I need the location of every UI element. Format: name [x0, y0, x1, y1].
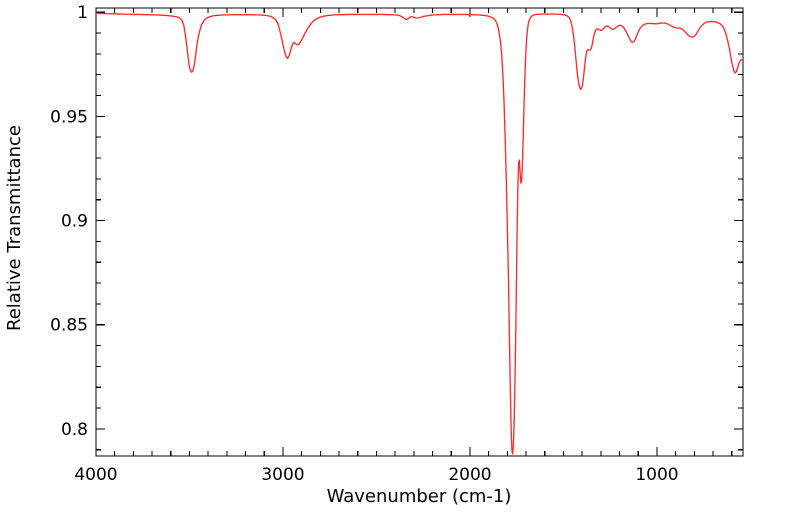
- y-axis-title: Relative Transmittance: [4, 125, 25, 331]
- x-tick-label: 3000: [261, 465, 304, 485]
- spectrum-series-group: [96, 12, 743, 455]
- y-tick-label-group: 1 0.95 0.9 0.85 0.8: [50, 3, 88, 440]
- y-tick-label: 1: [77, 3, 88, 23]
- y-tick-label: 0.9: [61, 212, 88, 232]
- spectrum-trace: [96, 12, 743, 455]
- x-tick-label-group: 4000 3000 2000 1000: [74, 465, 678, 485]
- x-tick-label: 4000: [74, 465, 117, 485]
- y-tick-label: 0.95: [50, 107, 88, 127]
- x-tick-label: 2000: [448, 465, 491, 485]
- x-tick-label: 1000: [635, 465, 678, 485]
- plot-frame: [95, 7, 744, 457]
- major-tick-group: [95, 8, 743, 456]
- minor-tick-group: [96, 8, 743, 456]
- axes-frame: [95, 7, 744, 457]
- y-tick-label: 0.85: [50, 316, 88, 336]
- x-axis-title: Wavenumber (cm-1): [327, 486, 512, 507]
- y-tick-label: 0.8: [61, 420, 88, 440]
